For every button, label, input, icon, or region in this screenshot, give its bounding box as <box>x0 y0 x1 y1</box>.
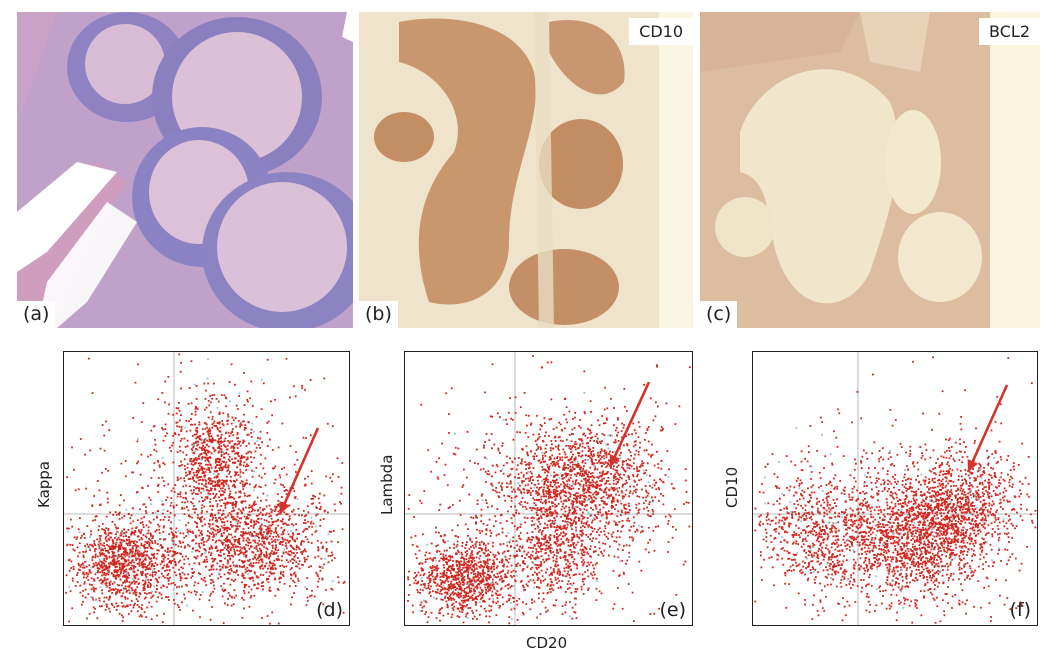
arrow-icon <box>278 427 320 515</box>
plot-d-ylabel: Kappa <box>35 461 53 508</box>
flow-plot-e: (e) <box>404 351 693 626</box>
flow-plot-d-dots <box>64 352 349 625</box>
panel-b-cd10-image: (b) CD10 <box>359 12 693 328</box>
panel-b-label: (b) <box>359 301 398 328</box>
plot-d-label: (d) <box>316 599 343 621</box>
panel-c-label: (c) <box>700 301 738 328</box>
arrow-icon <box>967 459 978 472</box>
plot-e-label: (e) <box>659 599 686 621</box>
arrow-icon <box>609 454 621 467</box>
flow-plot-f-dots <box>753 352 1037 625</box>
arrow-icon <box>279 501 290 514</box>
cd10-stain-label: CD10 <box>629 18 693 45</box>
panel-a-label: (a) <box>17 301 56 328</box>
bcl2-stain-label: BCL2 <box>979 18 1040 45</box>
plot-e-xlabel: CD20 <box>526 634 568 652</box>
flow-plot-d: (d) <box>63 351 350 626</box>
he-stain-image <box>17 12 353 328</box>
plot-e-ylabel: Lambda <box>378 454 396 515</box>
arrow-icon <box>608 381 651 468</box>
plot-f-label: (f) <box>1009 599 1031 621</box>
panel-c-bcl2-image: (c) BCL2 <box>700 12 1040 328</box>
flow-plot-f: (f) <box>752 351 1038 626</box>
arrow-icon <box>966 384 1009 473</box>
cd10-stain-image <box>359 12 693 328</box>
bcl2-stain-image <box>700 12 1040 328</box>
flow-plot-e-dots <box>405 352 692 625</box>
plot-f-ylabel: CD10 <box>723 466 741 508</box>
panel-a-he-image: (a) <box>17 12 353 328</box>
